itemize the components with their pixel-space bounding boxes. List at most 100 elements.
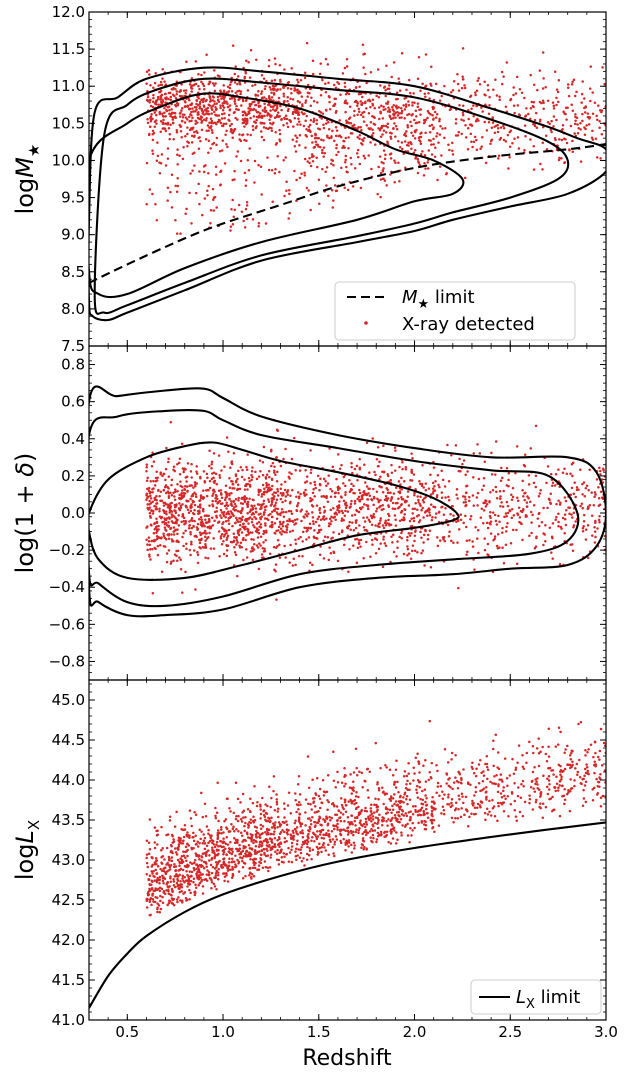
scatter-point xyxy=(241,866,245,869)
scatter-point xyxy=(342,519,345,522)
scatter-point xyxy=(476,504,479,507)
scatter-point xyxy=(333,840,337,844)
scatter-point xyxy=(259,517,262,521)
scatter-point xyxy=(429,112,432,116)
scatter-point xyxy=(386,497,390,500)
scatter-point xyxy=(602,469,605,472)
scatter-point xyxy=(213,519,216,523)
scatter-point xyxy=(297,113,300,117)
scatter-point xyxy=(492,539,495,542)
scatter-point xyxy=(169,527,172,531)
scatter-point xyxy=(540,521,544,524)
scatter-point xyxy=(316,537,319,540)
scatter-point xyxy=(213,69,216,72)
scatter-point xyxy=(416,157,420,161)
scatter-point xyxy=(170,206,174,209)
scatter-point xyxy=(287,188,291,192)
scatter-point xyxy=(372,512,376,516)
scatter-point xyxy=(489,520,493,523)
scatter-point xyxy=(250,505,254,508)
scatter-point xyxy=(424,95,427,99)
scatter-point xyxy=(395,91,399,94)
scatter-point xyxy=(252,815,255,818)
scatter-point xyxy=(159,490,163,494)
scatter-point xyxy=(486,83,490,87)
scatter-point xyxy=(416,77,420,81)
scatter-point xyxy=(476,528,480,532)
scatter-point xyxy=(193,868,196,872)
scatter-point xyxy=(263,506,267,509)
scatter-point xyxy=(497,154,501,158)
scatter-point xyxy=(431,487,435,490)
scatter-point xyxy=(402,552,406,556)
scatter-point xyxy=(529,106,533,110)
scatter-point xyxy=(373,116,376,120)
scatter-point xyxy=(311,797,315,800)
scatter-point xyxy=(310,857,313,861)
scatter-point xyxy=(332,83,336,87)
scatter-point xyxy=(151,500,154,503)
scatter-point xyxy=(549,492,553,495)
scatter-point xyxy=(157,489,160,492)
scatter-point xyxy=(362,115,365,119)
scatter-point xyxy=(312,522,315,526)
scatter-point xyxy=(195,465,198,468)
scatter-point xyxy=(349,488,353,491)
scatter-point xyxy=(190,77,194,80)
scatter-point xyxy=(206,869,209,872)
scatter-point xyxy=(563,496,567,499)
scatter-point xyxy=(434,516,437,519)
scatter-point xyxy=(287,107,290,111)
scatter-point xyxy=(500,466,503,470)
scatter-point xyxy=(461,462,464,466)
scatter-point xyxy=(506,504,510,508)
scatter-point xyxy=(169,123,172,127)
scatter-point xyxy=(244,538,247,542)
scatter-point xyxy=(358,457,361,461)
scatter-point xyxy=(478,452,482,455)
scatter-point xyxy=(553,136,557,140)
scatter-point xyxy=(377,127,380,130)
scatter-point xyxy=(186,508,190,512)
scatter-point xyxy=(181,489,184,492)
scatter-point xyxy=(571,139,574,143)
scatter-point xyxy=(164,484,168,487)
scatter-point xyxy=(170,538,174,541)
scatter-point xyxy=(379,178,383,181)
scatter-point xyxy=(525,751,529,755)
scatter-point xyxy=(195,470,198,473)
scatter-point xyxy=(215,516,218,519)
scatter-point xyxy=(466,126,470,130)
scatter-point xyxy=(312,146,316,149)
scatter-point xyxy=(510,498,514,502)
scatter-point xyxy=(199,496,203,500)
scatter-point xyxy=(385,184,388,187)
scatter-point xyxy=(254,517,258,521)
scatter-point xyxy=(491,121,495,125)
scatter-point xyxy=(335,109,338,113)
scatter-point xyxy=(395,127,399,131)
scatter-point xyxy=(439,124,442,128)
scatter-point xyxy=(274,131,277,134)
scatter-point xyxy=(311,505,315,508)
scatter-point xyxy=(501,526,504,530)
scatter-point xyxy=(296,88,299,92)
scatter-point xyxy=(184,212,187,216)
scatter-point xyxy=(593,101,597,104)
scatter-point xyxy=(467,499,471,503)
scatter-point xyxy=(280,533,283,536)
scatter-point xyxy=(208,94,211,98)
scatter-point xyxy=(366,507,370,511)
scatter-point xyxy=(436,785,440,788)
scatter-point xyxy=(225,495,229,498)
scatter-point xyxy=(262,550,266,553)
scatter-point xyxy=(377,788,381,792)
scatter-point xyxy=(220,832,223,835)
scatter-point xyxy=(359,507,363,511)
scatter-point xyxy=(369,121,373,124)
scatter-point xyxy=(148,499,151,503)
scatter-point xyxy=(504,543,508,546)
scatter-point xyxy=(153,111,157,114)
scatter-point xyxy=(370,167,373,171)
scatter-point xyxy=(273,827,277,830)
